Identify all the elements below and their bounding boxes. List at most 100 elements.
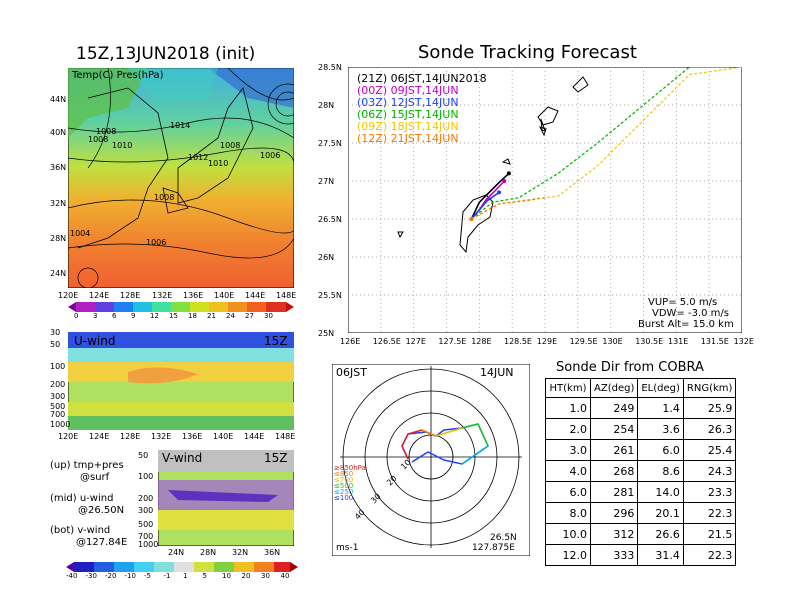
lon-label: 124E — [89, 432, 110, 441]
pressure-tick: 300 — [50, 392, 66, 401]
table-row: 8.0 296 20.1 22.3 — [545, 502, 737, 524]
lon-label: 144E — [245, 291, 266, 300]
lat-label: 36N — [50, 163, 67, 172]
lon-label: 140E — [213, 432, 234, 441]
pressure-tick: 1000 — [138, 540, 159, 549]
note-up2: @surf — [80, 472, 110, 483]
lon-label: 127E — [405, 337, 426, 346]
pressure-tick: 300 — [138, 506, 154, 515]
coastline — [397, 76, 589, 254]
note-up: (up) tmp+pres — [50, 460, 124, 471]
lon-label: 120E — [58, 291, 79, 300]
lon-label: 132E — [151, 432, 172, 441]
isobar-label: 1008 — [88, 135, 108, 144]
wind-colorbar — [66, 562, 298, 572]
table-header: EL(deg) — [637, 378, 684, 398]
lon-label: 132E — [152, 291, 173, 300]
legend-label: 09JST,14JUN — [387, 84, 459, 97]
lat-label: 25N — [318, 329, 335, 338]
colorbar-tick: 27 — [245, 312, 254, 320]
table-cell: 254 — [589, 418, 639, 440]
hodo-level-label: ≤500 — [334, 482, 353, 490]
legend-label: 18JST,14JUN — [387, 120, 459, 133]
hodo-time: 06JST — [336, 366, 367, 379]
legend-code: (06Z) — [357, 108, 388, 121]
lat-label: 32N — [50, 199, 67, 208]
table-row: 4.0 268 8.6 24.3 — [545, 460, 737, 482]
colorbar-tick: 18 — [188, 312, 197, 320]
lon-label: 128E — [471, 337, 492, 346]
table-cell: 333 — [589, 544, 639, 566]
isobar-label: 1008 — [220, 141, 240, 150]
table-row: 1.0 249 1.4 25.9 — [545, 397, 737, 419]
table-cell: 296 — [589, 502, 639, 524]
colorbar-tick: 1 — [183, 572, 188, 580]
table-cell: 25.9 — [682, 397, 737, 419]
colorbar-tick: -1 — [163, 572, 171, 580]
isobar-label: 1010 — [208, 159, 228, 168]
table-cell: 249 — [589, 397, 639, 419]
table-cell: 1.4 — [637, 397, 684, 419]
colorbar-tick: 6 — [112, 312, 117, 320]
temp-colorbar — [68, 302, 294, 312]
lat-label: 44N — [50, 95, 67, 104]
hodograph: 06JST 14JUN 10 20 30 40 ≥850hPa≤850≤700≤… — [332, 364, 530, 556]
uwind-time: 15Z — [264, 334, 288, 348]
table-cell: 6.0 — [637, 439, 684, 461]
pressure-tick: 100 — [50, 362, 66, 371]
hodo-date: 14JUN — [480, 366, 514, 379]
lat-label: 32N — [232, 548, 249, 557]
table-cell: 23.3 — [682, 481, 737, 503]
uwind-panel: U-wind 15Z — [68, 332, 294, 430]
table-row: 12.0 333 31.4 22.3 — [545, 544, 737, 566]
table-cell: 24.3 — [682, 460, 737, 482]
pressure-tick: 500 — [138, 520, 154, 529]
legend-code: (00Z) — [357, 84, 388, 97]
lon-label: 131E — [668, 337, 689, 346]
legend-entry: (06Z) 15JST,14JUN — [357, 108, 459, 121]
pressure-tick: 500 — [50, 402, 66, 411]
vdw-param: VDW= -3.0 m/s — [652, 308, 729, 319]
lon-label: 140E — [214, 291, 235, 300]
lat-label: 28N — [200, 548, 217, 557]
isobar-label: 1008 — [96, 127, 116, 136]
track-point — [506, 171, 511, 176]
note-bot2: @127.84E — [76, 537, 128, 548]
pressure-tick: 700 — [50, 410, 66, 419]
table-cell: 281 — [589, 481, 639, 503]
pressure-tick: 100 — [138, 472, 154, 481]
table-row: 3.0 261 6.0 25.4 — [545, 439, 737, 461]
colorbar-tick: -40 — [66, 572, 78, 580]
isobar-label: 1006 — [146, 238, 166, 247]
table-cell: 12.0 — [545, 544, 591, 566]
colorbar-tick: 30 — [264, 312, 273, 320]
colorbar-tick: 15 — [169, 312, 178, 320]
track-point — [469, 217, 474, 221]
legend-code: (03Z) — [357, 96, 388, 109]
table-header: HT(km) — [545, 378, 591, 398]
lon-label: 136E — [183, 291, 204, 300]
table-cell: 8.6 — [637, 460, 684, 482]
colorbar-tick: -10 — [124, 572, 136, 580]
legend-entry: (03Z) 12JST,14JUN — [357, 96, 459, 109]
track-series-line — [470, 191, 500, 220]
isobar-label: 1008 — [154, 193, 174, 202]
hodo-level-label: ≤250 — [334, 488, 353, 496]
lon-label: 132E — [733, 337, 754, 346]
table-cell: 25.4 — [682, 439, 737, 461]
hodo-lat: 26.5N — [490, 533, 517, 543]
lon-label: 126.5E — [372, 337, 401, 346]
legend-code: (09Z) — [357, 120, 388, 133]
colorbar-tick: 3 — [93, 312, 98, 320]
legend-entry: (12Z) 21JST,14JUN — [357, 132, 459, 145]
vwind-time: 15Z — [264, 451, 288, 465]
table-cell: 26.3 — [682, 418, 737, 440]
lon-label: 144E — [244, 432, 265, 441]
legend-code: (12Z) — [357, 132, 388, 145]
table-cell: 3.0 — [545, 439, 591, 461]
table-header: RNG(km) — [682, 378, 737, 398]
colorbar-tick: 12 — [150, 312, 159, 320]
colorbar-tick: 10 — [222, 572, 231, 580]
hodo-level-label: ≤700 — [334, 476, 353, 484]
table-cell: 21.5 — [682, 523, 737, 545]
